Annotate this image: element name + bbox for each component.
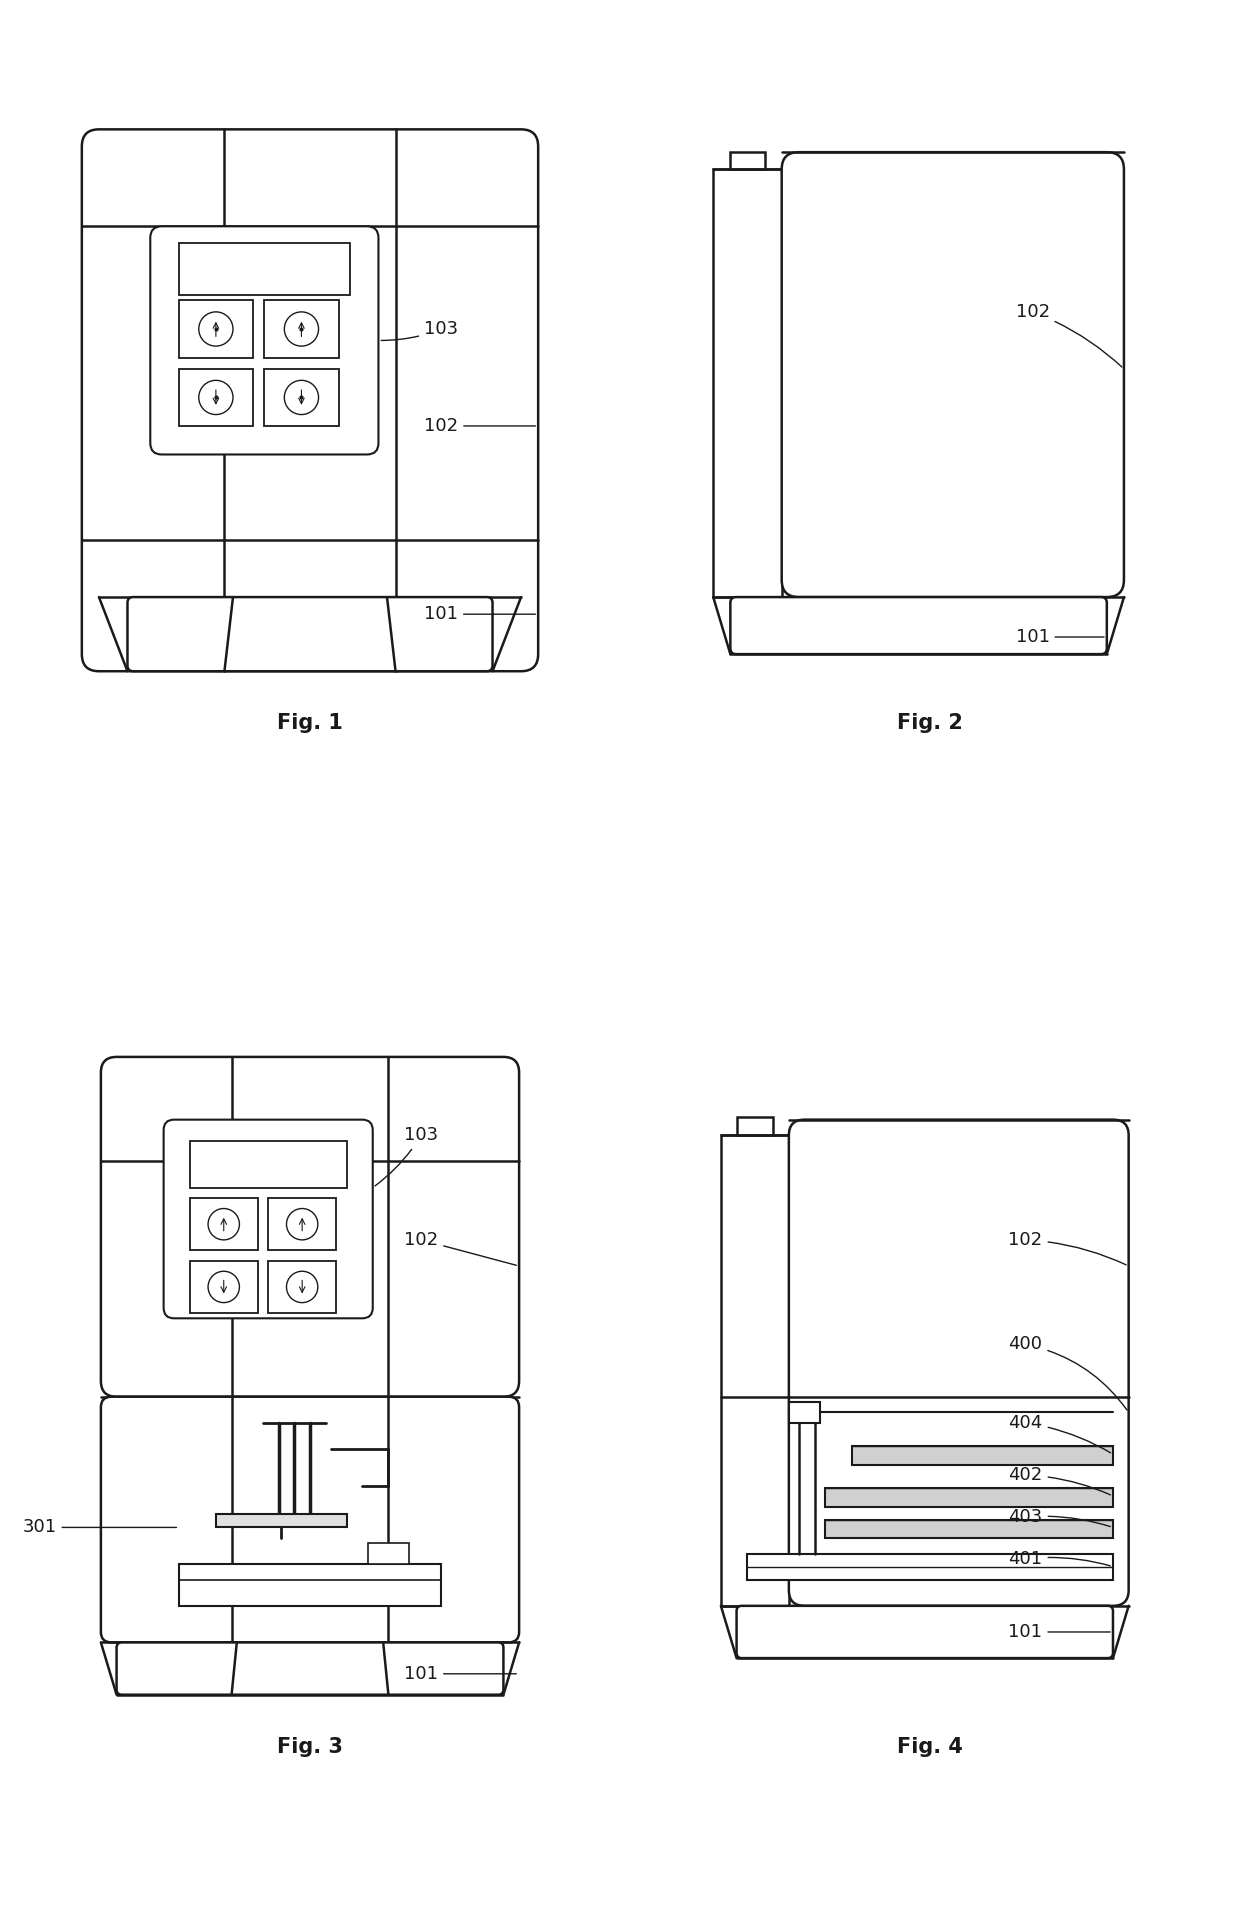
Text: 102: 102 <box>1016 303 1122 367</box>
FancyBboxPatch shape <box>150 226 378 454</box>
FancyBboxPatch shape <box>100 1057 520 1397</box>
Text: 402: 402 <box>1008 1466 1111 1495</box>
Bar <box>737 1117 774 1136</box>
Bar <box>179 369 253 425</box>
FancyBboxPatch shape <box>789 1121 1128 1605</box>
Text: 401: 401 <box>1008 1549 1110 1567</box>
Text: Fig. 2: Fig. 2 <box>897 713 963 732</box>
Text: 103: 103 <box>374 1126 438 1186</box>
Text: 400: 400 <box>1008 1335 1127 1410</box>
FancyBboxPatch shape <box>781 153 1123 597</box>
FancyBboxPatch shape <box>117 1642 503 1694</box>
Bar <box>713 170 781 597</box>
Text: 403: 403 <box>1008 1509 1110 1526</box>
Text: 101: 101 <box>404 1665 516 1683</box>
Text: Fig. 4: Fig. 4 <box>897 1737 963 1756</box>
Bar <box>730 153 765 170</box>
Text: 404: 404 <box>1008 1414 1111 1453</box>
Text: 103: 103 <box>381 321 459 340</box>
Text: Fig. 3: Fig. 3 <box>277 1737 343 1756</box>
Bar <box>746 1553 1114 1580</box>
Bar <box>264 369 339 425</box>
FancyBboxPatch shape <box>164 1121 373 1318</box>
Bar <box>268 1198 336 1250</box>
Bar <box>190 1198 258 1250</box>
Bar <box>179 243 350 296</box>
Bar <box>180 1565 440 1605</box>
Bar <box>179 301 253 357</box>
Bar <box>826 1520 1114 1538</box>
Bar <box>720 1136 789 1605</box>
FancyBboxPatch shape <box>730 597 1107 655</box>
Bar <box>367 1544 409 1565</box>
Bar <box>190 1262 258 1314</box>
Text: 301: 301 <box>22 1519 176 1536</box>
Bar <box>264 301 339 357</box>
Text: Fig. 1: Fig. 1 <box>277 713 343 732</box>
Text: 101: 101 <box>1016 628 1104 645</box>
Bar <box>190 1140 347 1188</box>
Bar <box>216 1515 347 1528</box>
Text: 102: 102 <box>1008 1231 1126 1265</box>
Text: 102: 102 <box>404 1231 516 1265</box>
Bar <box>789 1403 820 1422</box>
FancyBboxPatch shape <box>737 1605 1114 1658</box>
FancyBboxPatch shape <box>128 597 492 670</box>
Text: 101: 101 <box>424 605 536 624</box>
Text: 102: 102 <box>424 417 536 435</box>
Bar <box>852 1447 1114 1464</box>
Text: 101: 101 <box>1008 1623 1110 1640</box>
Bar <box>268 1262 336 1314</box>
FancyBboxPatch shape <box>82 129 538 670</box>
Bar <box>826 1488 1114 1507</box>
FancyBboxPatch shape <box>100 1397 520 1642</box>
